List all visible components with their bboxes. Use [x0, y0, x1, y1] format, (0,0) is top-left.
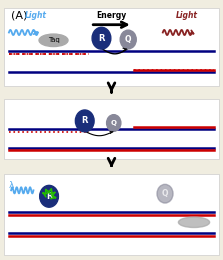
Text: Q: Q: [162, 189, 168, 198]
Circle shape: [92, 27, 111, 49]
Text: (A): (A): [11, 10, 27, 20]
Text: Light: Light: [25, 11, 47, 20]
Circle shape: [107, 115, 121, 131]
Circle shape: [120, 30, 136, 49]
Bar: [4, 8, 219, 86]
Text: Energy: Energy: [96, 11, 127, 20]
Text: R: R: [98, 34, 105, 43]
Text: Light: Light: [176, 11, 198, 20]
Circle shape: [75, 110, 94, 132]
Ellipse shape: [39, 34, 68, 47]
Text: λ: λ: [9, 181, 14, 190]
Text: R: R: [81, 116, 88, 125]
Bar: [4, 174, 219, 255]
Circle shape: [40, 185, 58, 207]
Text: R: R: [46, 192, 52, 201]
Bar: [4, 99, 219, 159]
Circle shape: [157, 184, 173, 203]
Text: Q: Q: [125, 35, 132, 44]
Text: Taq: Taq: [48, 37, 59, 43]
Ellipse shape: [178, 217, 210, 228]
Text: Q: Q: [111, 120, 117, 126]
